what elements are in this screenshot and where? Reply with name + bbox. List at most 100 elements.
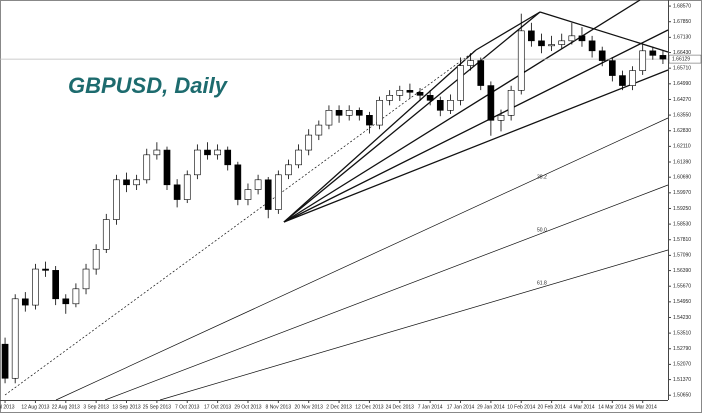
candle-body — [355, 110, 363, 116]
candle-body — [62, 298, 70, 305]
candle-body — [102, 219, 110, 250]
candle-body — [173, 184, 181, 200]
candle-body — [21, 298, 29, 306]
candle-body — [204, 149, 211, 156]
candle-body — [234, 164, 242, 200]
channel-line — [283, 49, 477, 223]
fib-label: 50.0 — [537, 227, 547, 233]
candle-body — [285, 164, 292, 176]
y-tick-label: 1.61390 — [673, 159, 691, 165]
candle-body — [1, 343, 9, 379]
candle-body — [517, 30, 525, 91]
y-tick-label: 1.59250 — [673, 206, 691, 212]
candle-body — [507, 90, 515, 116]
x-tick-label: 8 Nov 2013 — [266, 404, 292, 410]
candle-body — [133, 179, 140, 186]
candle-body — [386, 95, 394, 101]
candle-body — [224, 149, 232, 166]
x-tick-label: 13 Sep 2013 — [112, 404, 141, 410]
y-tick-label: 1.65710 — [673, 66, 691, 72]
x-tick-label: Jul 2013 — [0, 404, 15, 410]
candle-body — [598, 50, 606, 61]
chart-title: GBPUSD, Daily — [68, 73, 229, 98]
resistance-line — [539, 11, 669, 53]
y-tick-label: 1.64990 — [673, 81, 691, 87]
y-tick-label: 1.50650 — [673, 393, 691, 399]
x-tick-label: 17 Oct 2013 — [204, 404, 231, 410]
candle-body — [548, 44, 555, 47]
candle-body — [447, 100, 454, 111]
channel-line — [475, 11, 541, 51]
y-tick-label: 1.62110 — [673, 144, 691, 150]
candle-body — [608, 60, 616, 76]
dotted-line — [4, 49, 477, 396]
candle-body — [214, 149, 221, 156]
x-tick-label: 14 Mar 2014 — [598, 404, 626, 410]
current-price-label: 1.66129 — [672, 56, 690, 62]
candle-body — [194, 149, 201, 176]
candle-body — [436, 100, 444, 111]
candle-body — [244, 189, 252, 200]
candle-body — [528, 30, 535, 42]
y-tick-label: 1.57810 — [673, 237, 691, 243]
candle-body — [457, 65, 464, 101]
candle-body — [32, 268, 39, 306]
candle-body — [42, 268, 49, 271]
x-tick-label: 12 Dec 2013 — [355, 404, 384, 410]
current-price-box — [668, 54, 702, 64]
candle-body — [659, 55, 667, 60]
candle-body — [163, 149, 171, 186]
x-tick-label: 17 Jan 2014 — [447, 404, 475, 410]
candle-body — [396, 90, 404, 96]
candle-body — [264, 179, 272, 210]
candle-body — [649, 50, 657, 56]
candle-body — [588, 40, 596, 52]
channel-line — [283, 11, 541, 223]
x-tick-label: 20 Feb 2014 — [538, 404, 566, 410]
candle-body — [487, 85, 495, 121]
candle-body — [123, 179, 130, 186]
candle-body — [52, 270, 60, 300]
x-tick-label: 29 Oct 2013 — [234, 404, 261, 410]
candle-body — [335, 110, 343, 116]
candle-body — [254, 179, 262, 190]
y-tick-label: 1.52070 — [673, 362, 691, 368]
y-tick-label: 1.63550 — [673, 112, 691, 118]
y-tick-label: 1.54230 — [673, 315, 691, 321]
x-tick-label: 3 Sep 2013 — [83, 404, 109, 410]
y-tick-label: 1.53510 — [673, 330, 691, 336]
x-tick-label: 2 Dec 2013 — [326, 404, 352, 410]
fan-line — [283, 29, 669, 223]
candle-body — [619, 75, 626, 86]
candle-body — [345, 110, 353, 116]
candle-body — [477, 60, 485, 86]
candle-body — [538, 40, 545, 47]
candle-body — [366, 115, 373, 126]
y-tick-label: 1.64270 — [673, 97, 691, 103]
x-tick-label: 12 Aug 2013 — [21, 404, 49, 410]
y-tick-label: 1.62830 — [673, 128, 691, 134]
fib-label: 38.2 — [537, 174, 547, 180]
candle-body — [113, 179, 120, 220]
candle-body — [467, 60, 474, 66]
candle-body — [295, 149, 302, 166]
candle-body — [497, 115, 505, 121]
y-tick-label: 1.60690 — [673, 175, 691, 181]
candle-body — [274, 174, 282, 210]
candle-body — [183, 174, 191, 200]
x-tick-label: 10 Feb 2014 — [507, 404, 535, 410]
candle-body — [426, 95, 434, 101]
candle-body — [305, 134, 313, 151]
y-tick-label: 1.66430 — [673, 50, 691, 56]
fan-line — [283, 69, 669, 223]
x-tick-label: 24 Dec 2013 — [386, 404, 415, 410]
candle-body — [568, 35, 576, 42]
x-tick-label: 25 Sep 2013 — [143, 404, 172, 410]
candle-body — [639, 50, 647, 71]
x-tick-label: 29 Jan 2014 — [477, 404, 505, 410]
candle-body — [72, 288, 80, 305]
fib-line — [55, 117, 669, 401]
